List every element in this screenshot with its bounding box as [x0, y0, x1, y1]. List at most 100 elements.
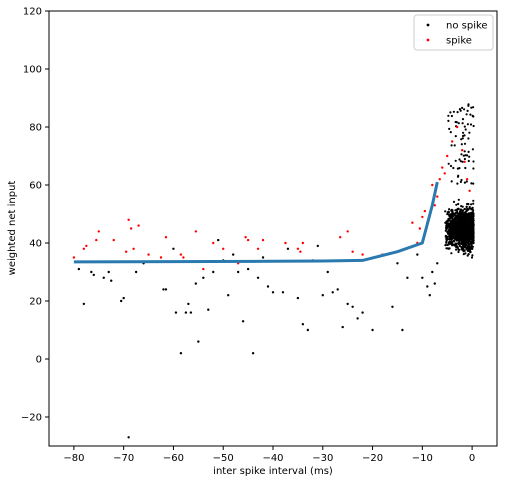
data-point-spike: [418, 227, 422, 230]
data-point-no-spike: [472, 209, 475, 212]
data-point-no-spike: [468, 155, 471, 158]
data-point-no-spike: [457, 230, 461, 233]
data-point-no-spike: [446, 219, 449, 222]
data-point-spike: [423, 209, 427, 213]
data-point-spike: [82, 247, 86, 250]
legend-frame: [413, 14, 494, 51]
data-point-spike: [124, 250, 128, 253]
data-point-no-spike: [162, 288, 165, 291]
data-point-spike: [194, 230, 198, 233]
data-point-no-spike: [453, 213, 457, 216]
data-point-no-spike: [461, 217, 464, 221]
data-point-no-spike: [127, 436, 130, 439]
data-point-no-spike: [471, 212, 474, 215]
data-point-no-spike: [217, 238, 220, 242]
data-point-spike: [72, 256, 76, 259]
data-point-no-spike: [459, 219, 462, 222]
data-point-no-spike: [465, 216, 468, 219]
data-point-no-spike: [469, 123, 473, 126]
data-point-spike: [182, 256, 185, 259]
y-tick-label: 60: [29, 181, 42, 192]
data-point-no-spike: [406, 276, 409, 279]
data-point-no-spike: [470, 219, 473, 222]
data-point-no-spike: [457, 225, 460, 228]
data-point-no-spike: [470, 244, 473, 247]
data-point-spike: [164, 236, 168, 239]
data-point-no-spike: [461, 118, 465, 121]
data-point-no-spike: [466, 234, 469, 237]
data-point-no-spike: [445, 247, 448, 250]
data-point-no-spike: [449, 221, 453, 225]
data-point-no-spike: [456, 231, 459, 234]
data-point-spike: [421, 215, 424, 219]
data-point-no-spike: [472, 124, 475, 128]
data-point-spike: [112, 238, 115, 242]
data-point-spike: [159, 256, 163, 259]
data-point-spike: [261, 238, 265, 242]
data-point-no-spike: [472, 237, 475, 241]
scatter-points: [72, 125, 471, 439]
data-point-no-spike: [246, 267, 250, 271]
data-point-no-spike: [461, 209, 464, 212]
data-point-no-spike: [456, 246, 459, 249]
data-point-no-spike: [463, 157, 466, 161]
data-point-no-spike: [463, 125, 466, 128]
data-point-spike: [202, 267, 205, 271]
data-point-no-spike: [458, 232, 461, 235]
data-point-no-spike: [271, 291, 275, 294]
data-point-spike: [299, 250, 302, 253]
data-point-no-spike: [421, 276, 424, 279]
data-point-no-spike: [454, 227, 457, 230]
data-point-spike: [222, 247, 225, 250]
data-point-no-spike: [450, 235, 453, 238]
data-point-no-spike: [396, 262, 399, 265]
data-point-spike: [95, 238, 98, 242]
data-point-spike: [460, 149, 464, 152]
data-point-no-spike: [452, 110, 455, 113]
data-point-no-spike: [351, 305, 354, 308]
data-point-no-spike: [453, 223, 457, 226]
x-tick-label: −80: [63, 453, 84, 464]
data-point-no-spike: [457, 235, 460, 238]
data-point-no-spike: [462, 214, 465, 217]
data-point-no-spike: [460, 138, 463, 141]
data-point-no-spike: [446, 243, 449, 246]
data-point-no-spike: [455, 248, 458, 251]
data-point-no-spike: [444, 221, 447, 224]
data-point-spike: [244, 236, 247, 239]
data-point-spike: [463, 160, 466, 163]
data-point-no-spike: [296, 296, 300, 300]
data-point-no-spike: [457, 222, 460, 225]
data-point-spike: [246, 238, 250, 242]
data-point-no-spike: [460, 143, 463, 146]
data-point-no-spike: [466, 244, 469, 247]
data-point-no-spike: [452, 239, 455, 242]
data-point-no-spike: [472, 231, 475, 234]
data-point-no-spike: [469, 216, 473, 219]
data-point-no-spike: [102, 276, 105, 279]
data-point-no-spike: [469, 113, 472, 116]
data-point-spike: [436, 195, 439, 198]
data-point-no-spike: [457, 207, 460, 210]
x-tick-label: 0: [469, 453, 475, 464]
data-point-no-spike: [207, 308, 210, 311]
data-point-no-spike: [463, 142, 467, 145]
data-point-no-spike: [459, 160, 462, 163]
data-point-no-spike: [433, 282, 436, 285]
data-point-no-spike: [212, 270, 215, 274]
x-axis-label: inter spike interval (ms): [213, 466, 333, 477]
data-point-no-spike: [90, 270, 93, 274]
data-point-no-spike: [449, 213, 452, 216]
data-point-no-spike: [459, 228, 462, 231]
data-point-no-spike: [470, 203, 473, 206]
data-point-no-spike: [459, 180, 462, 183]
data-point-no-spike: [463, 217, 466, 220]
data-point-spike: [431, 183, 434, 187]
data-point-no-spike: [464, 166, 467, 170]
data-point-no-spike: [471, 222, 474, 225]
y-axis-label: weighted net input: [7, 181, 18, 276]
data-point-no-spike: [449, 164, 453, 168]
data-point-no-spike: [346, 302, 349, 306]
data-point-spike: [361, 253, 364, 256]
data-point-no-spike: [462, 246, 465, 249]
